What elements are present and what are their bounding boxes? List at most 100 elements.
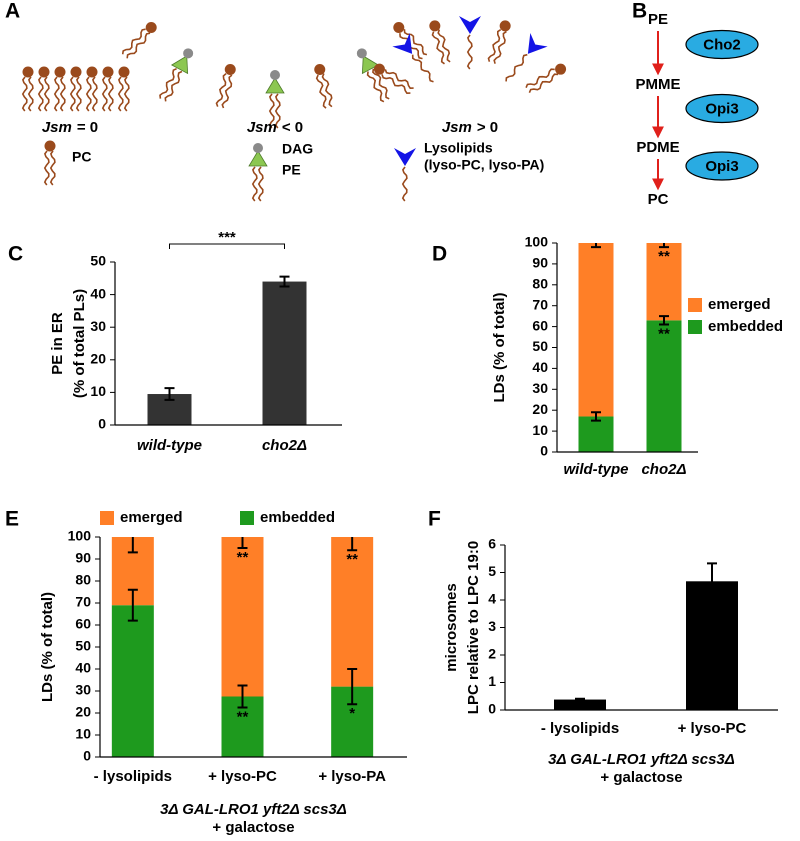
dag-head <box>356 48 367 59</box>
y-tick-label: 50 <box>90 253 106 269</box>
y-tick-label: 50 <box>75 638 91 654</box>
y-tick-label: 6 <box>488 536 496 552</box>
lipid <box>373 63 414 95</box>
x-axis-label: + galactose <box>212 819 294 836</box>
significance: ** <box>346 551 358 568</box>
key-label: Lysolipids <box>424 140 493 156</box>
y-axis-label: PE in ER <box>49 312 66 375</box>
pe-cone <box>248 150 268 167</box>
lipid-head <box>429 20 441 32</box>
curvature-symbol: Jsm <box>247 119 277 136</box>
significance: *** <box>218 229 236 246</box>
curvature-label: Jsm = 0 <box>42 119 98 136</box>
panel-letter: A <box>5 0 20 23</box>
dag-head <box>270 70 280 80</box>
bar <box>686 581 738 710</box>
lipid-tail <box>505 53 528 82</box>
metabolite: PE <box>648 11 668 28</box>
bar <box>262 281 307 425</box>
significance: * <box>349 705 355 722</box>
enzyme-oval <box>685 29 759 60</box>
lipid <box>159 48 194 102</box>
curvature-relation: > 0 <box>477 119 498 136</box>
lipid-tail <box>91 76 98 112</box>
lipid-tail <box>315 74 327 109</box>
error-bar <box>279 275 290 288</box>
lipid <box>459 16 481 70</box>
y-tick-label: 90 <box>75 550 91 566</box>
lipid <box>505 32 548 82</box>
curvature-symbol: Jsm <box>42 119 72 136</box>
y-tick-label: 90 <box>532 255 548 271</box>
lyso-cone <box>527 32 548 54</box>
lipid-tail <box>164 70 183 102</box>
lipid <box>525 63 567 94</box>
lipid <box>43 140 56 186</box>
y-tick-label: 100 <box>525 234 549 250</box>
lipid-tail <box>401 166 408 202</box>
lipid-head <box>70 66 82 78</box>
metabolite: PMME <box>636 76 681 93</box>
metabolite: PDME <box>636 139 679 156</box>
lipid <box>101 66 114 112</box>
lipid <box>117 66 130 112</box>
y-tick-label: 60 <box>532 317 548 333</box>
y-tick-label: 20 <box>90 351 106 367</box>
error-bar <box>127 588 138 622</box>
pe-cone <box>361 55 380 75</box>
error-bar <box>659 243 669 249</box>
lipid-tail <box>251 166 258 202</box>
lipid-tail <box>69 76 76 112</box>
lipid-tail <box>274 93 281 129</box>
lipid <box>487 20 511 64</box>
lipid-tail <box>268 93 275 129</box>
lipid <box>356 48 390 103</box>
curvature-relation: = 0 <box>77 119 98 136</box>
lipid-tail <box>403 29 428 56</box>
lipid-tail <box>43 150 50 186</box>
error-bar <box>707 562 717 601</box>
lipid <box>394 148 416 202</box>
lipid-tail <box>215 72 227 107</box>
legend-label: embedded <box>708 318 783 335</box>
significance: ** <box>658 248 670 265</box>
y-tick-label: 0 <box>98 416 106 432</box>
bar-segment <box>331 537 374 687</box>
lipid-head <box>224 64 236 76</box>
lipid-tail <box>466 34 473 70</box>
x-axis-label: 3Δ GAL-LRO1 yft2Δ scs3Δ <box>548 751 735 768</box>
enzyme-label: Cho2 <box>703 36 741 53</box>
lipid-head <box>118 66 130 78</box>
lipid-tail <box>257 166 264 202</box>
panel-letter: F <box>428 508 441 531</box>
lipid <box>265 70 285 129</box>
error-bar <box>164 387 175 401</box>
y-tick-label: 10 <box>532 422 548 438</box>
y-axis-label: LDs (% of total) <box>39 592 56 702</box>
y-tick-label: 0 <box>540 443 548 459</box>
lipid-head <box>38 66 50 78</box>
lipid-tail <box>27 76 34 112</box>
lipid-tail <box>525 68 555 89</box>
lipid-tail <box>431 31 445 65</box>
lipid-tail <box>221 74 233 109</box>
lyso-cone <box>459 16 481 34</box>
bar-segment <box>111 605 154 757</box>
y-tick-label: 40 <box>75 660 91 676</box>
significance: ** <box>658 325 670 342</box>
legend-swatch <box>688 320 702 334</box>
bar-segment <box>578 416 614 452</box>
legend-swatch <box>240 511 254 525</box>
error-bar <box>237 684 248 709</box>
lipid-head <box>44 140 56 152</box>
error-bar <box>127 537 138 554</box>
lipid-head <box>373 63 385 75</box>
lipid <box>392 32 434 83</box>
legend-label: emerged <box>708 296 771 313</box>
lipid <box>37 66 50 112</box>
lipid <box>21 66 34 112</box>
y-tick-label: 30 <box>532 380 548 396</box>
error-bar <box>591 243 601 249</box>
lipid <box>215 64 236 109</box>
lipid-tail <box>85 76 92 112</box>
